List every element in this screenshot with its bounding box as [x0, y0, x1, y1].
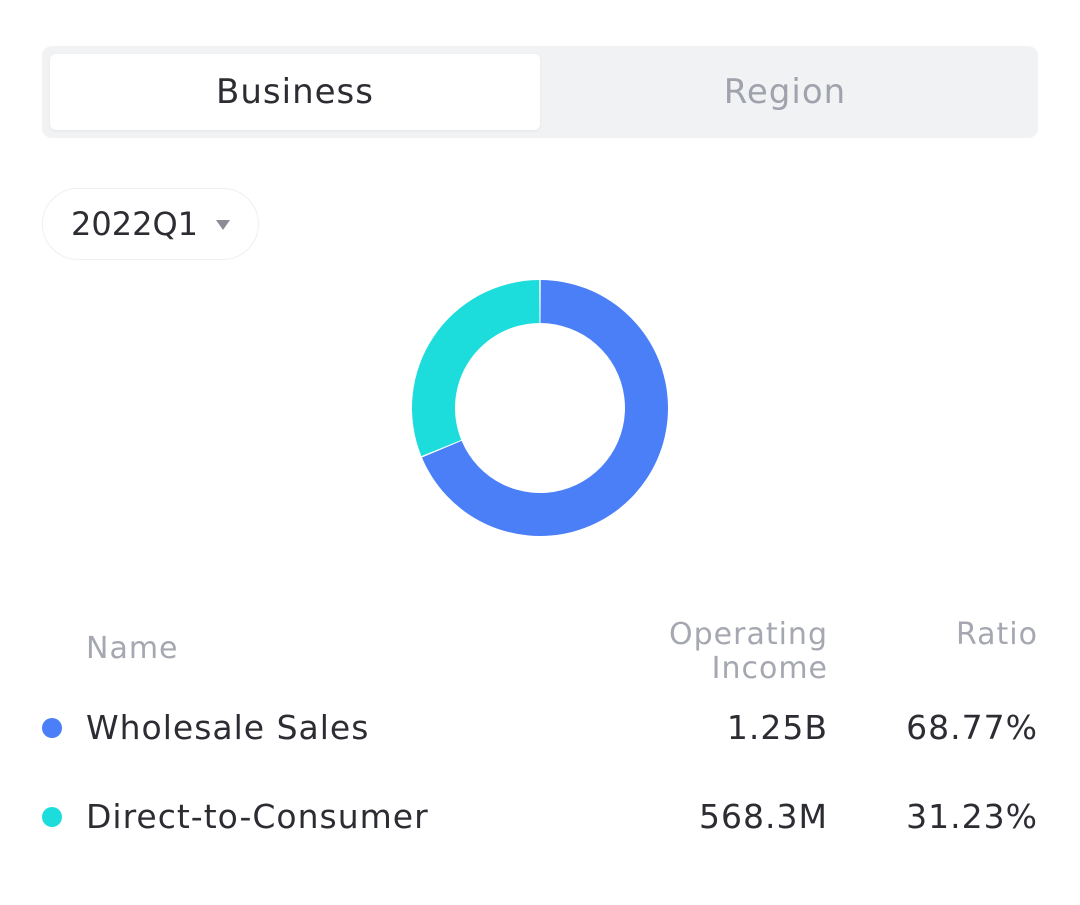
table-row[interactable]: Direct-to-Consumer 568.3M 31.23%: [0, 792, 1080, 842]
row-ratio: 68.77%: [906, 708, 1038, 747]
row-name: Wholesale Sales: [86, 708, 370, 747]
segment-tabs: Business Region: [42, 46, 1038, 138]
column-header-name: Name: [86, 631, 179, 666]
row-ratio: 31.23%: [906, 797, 1038, 836]
row-name: Direct-to-Consumer: [86, 797, 429, 836]
column-header-ratio: Ratio: [955, 617, 1038, 652]
table-row[interactable]: Wholesale Sales 1.25B 68.77%: [0, 703, 1080, 753]
row-income: 1.25B: [726, 708, 828, 747]
tab-business[interactable]: Business: [50, 54, 540, 130]
donut-slice-wholesale-sales[interactable]: [421, 280, 668, 536]
donut-chart: [412, 280, 668, 536]
chevron-down-icon: [215, 220, 230, 230]
legend-dot-icon: [42, 718, 62, 738]
tab-region[interactable]: Region: [723, 72, 847, 112]
legend-dot-icon: [42, 807, 62, 827]
row-income: 568.3M: [699, 797, 828, 836]
column-header-income: Operating Income: [568, 618, 828, 686]
period-value: 2022Q1: [71, 205, 198, 243]
column-header-income-line1: Operating: [669, 617, 828, 652]
donut-slice-direct-to-consumer[interactable]: [412, 280, 540, 457]
column-header-income-line2: Income: [711, 651, 828, 686]
period-dropdown[interactable]: 2022Q1: [42, 188, 259, 260]
